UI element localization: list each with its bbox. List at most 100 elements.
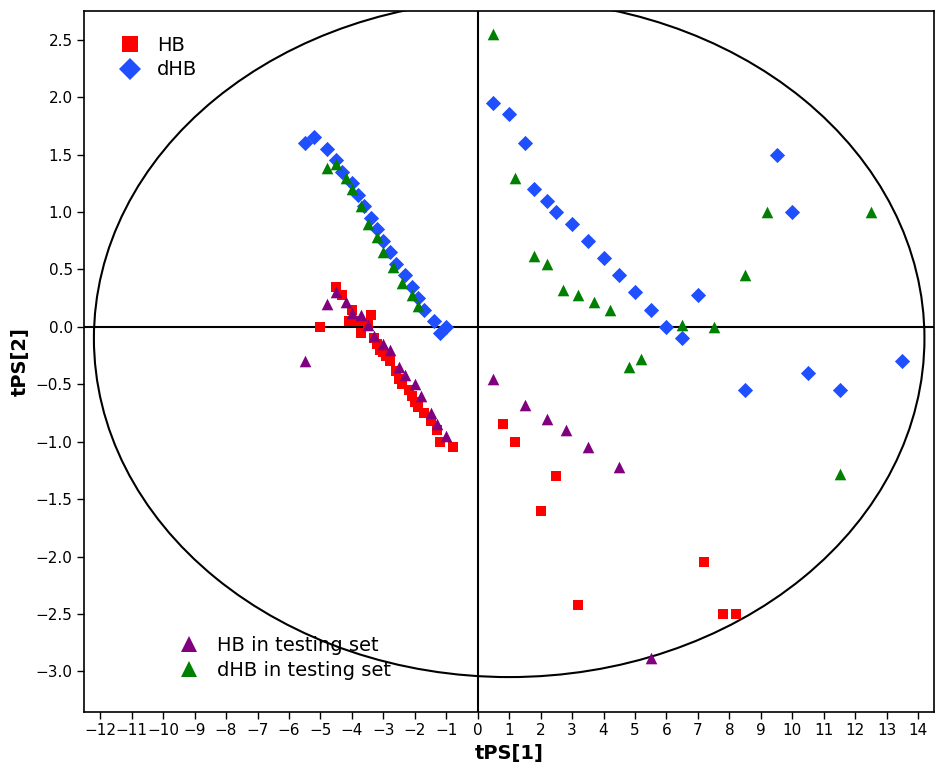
- Point: [485, 28, 500, 40]
- Point: [429, 418, 444, 430]
- Point: [296, 137, 312, 149]
- Point: [658, 320, 673, 333]
- Point: [381, 355, 396, 368]
- Point: [495, 418, 510, 430]
- Point: [580, 235, 595, 247]
- Point: [501, 108, 516, 121]
- Point: [407, 378, 422, 390]
- Point: [601, 303, 616, 316]
- Point: [570, 598, 585, 611]
- Point: [360, 318, 375, 330]
- Point: [831, 384, 846, 396]
- Point: [353, 309, 368, 321]
- Point: [381, 246, 396, 259]
- Point: [429, 424, 444, 437]
- Point: [366, 332, 381, 344]
- Point: [548, 470, 564, 482]
- Point: [715, 608, 730, 620]
- Point: [385, 261, 400, 273]
- Point: [353, 200, 368, 213]
- Point: [728, 608, 743, 620]
- Point: [388, 365, 403, 377]
- Point: [516, 137, 531, 149]
- Point: [369, 338, 384, 351]
- Point: [426, 315, 441, 327]
- Point: [526, 183, 541, 195]
- Point: [423, 407, 438, 420]
- Point: [369, 231, 384, 244]
- Point: [379, 349, 394, 361]
- Point: [388, 258, 403, 270]
- Point: [620, 361, 635, 373]
- Point: [395, 277, 410, 289]
- Point: [643, 303, 658, 316]
- Point: [863, 206, 878, 218]
- Point: [329, 158, 344, 170]
- Point: [312, 320, 328, 333]
- Point: [397, 269, 413, 282]
- Point: [416, 303, 431, 316]
- Point: [558, 424, 573, 437]
- Point: [407, 396, 422, 408]
- Point: [296, 355, 312, 368]
- Point: [596, 252, 611, 264]
- Point: [611, 269, 626, 282]
- Point: [376, 235, 391, 247]
- Point: [507, 436, 522, 448]
- Point: [381, 344, 396, 356]
- Point: [674, 318, 689, 330]
- Point: [404, 289, 419, 301]
- Point: [570, 289, 585, 301]
- Point: [580, 441, 595, 454]
- Point: [539, 258, 554, 270]
- Point: [376, 338, 391, 351]
- Point: [532, 505, 548, 517]
- Point: [353, 327, 368, 339]
- Point: [800, 367, 815, 379]
- Point: [400, 384, 415, 396]
- Point: [397, 369, 413, 382]
- Point: [391, 361, 406, 373]
- Point: [319, 298, 334, 310]
- Point: [586, 296, 601, 308]
- Point: [507, 171, 522, 183]
- Point: [410, 300, 425, 313]
- Point: [438, 320, 453, 333]
- Point: [376, 346, 391, 358]
- Point: [690, 289, 705, 301]
- Point: [350, 189, 365, 201]
- Point: [674, 332, 689, 344]
- Point: [627, 286, 642, 299]
- Point: [369, 223, 384, 235]
- Point: [376, 246, 391, 259]
- Point: [344, 303, 359, 316]
- Point: [391, 372, 406, 385]
- Point: [334, 166, 349, 178]
- Point: [526, 249, 541, 262]
- Point: [360, 318, 375, 330]
- Point: [357, 200, 372, 213]
- Point: [362, 309, 378, 321]
- Point: [395, 378, 410, 390]
- Point: [410, 401, 425, 413]
- Point: [344, 183, 359, 195]
- Point: [306, 132, 321, 144]
- Point: [329, 280, 344, 293]
- Point: [350, 315, 365, 327]
- Point: [413, 389, 429, 402]
- Point: [338, 171, 353, 183]
- Point: [736, 384, 751, 396]
- Y-axis label: tPS[2]: tPS[2]: [11, 327, 30, 396]
- Point: [319, 142, 334, 155]
- Point: [485, 97, 500, 109]
- Point: [736, 269, 751, 282]
- Point: [344, 307, 359, 320]
- Point: [360, 217, 375, 230]
- Point: [633, 353, 649, 365]
- Point: [432, 327, 447, 339]
- Point: [329, 286, 344, 299]
- Point: [784, 206, 799, 218]
- Point: [759, 206, 774, 218]
- Point: [410, 292, 425, 304]
- Point: [539, 194, 554, 207]
